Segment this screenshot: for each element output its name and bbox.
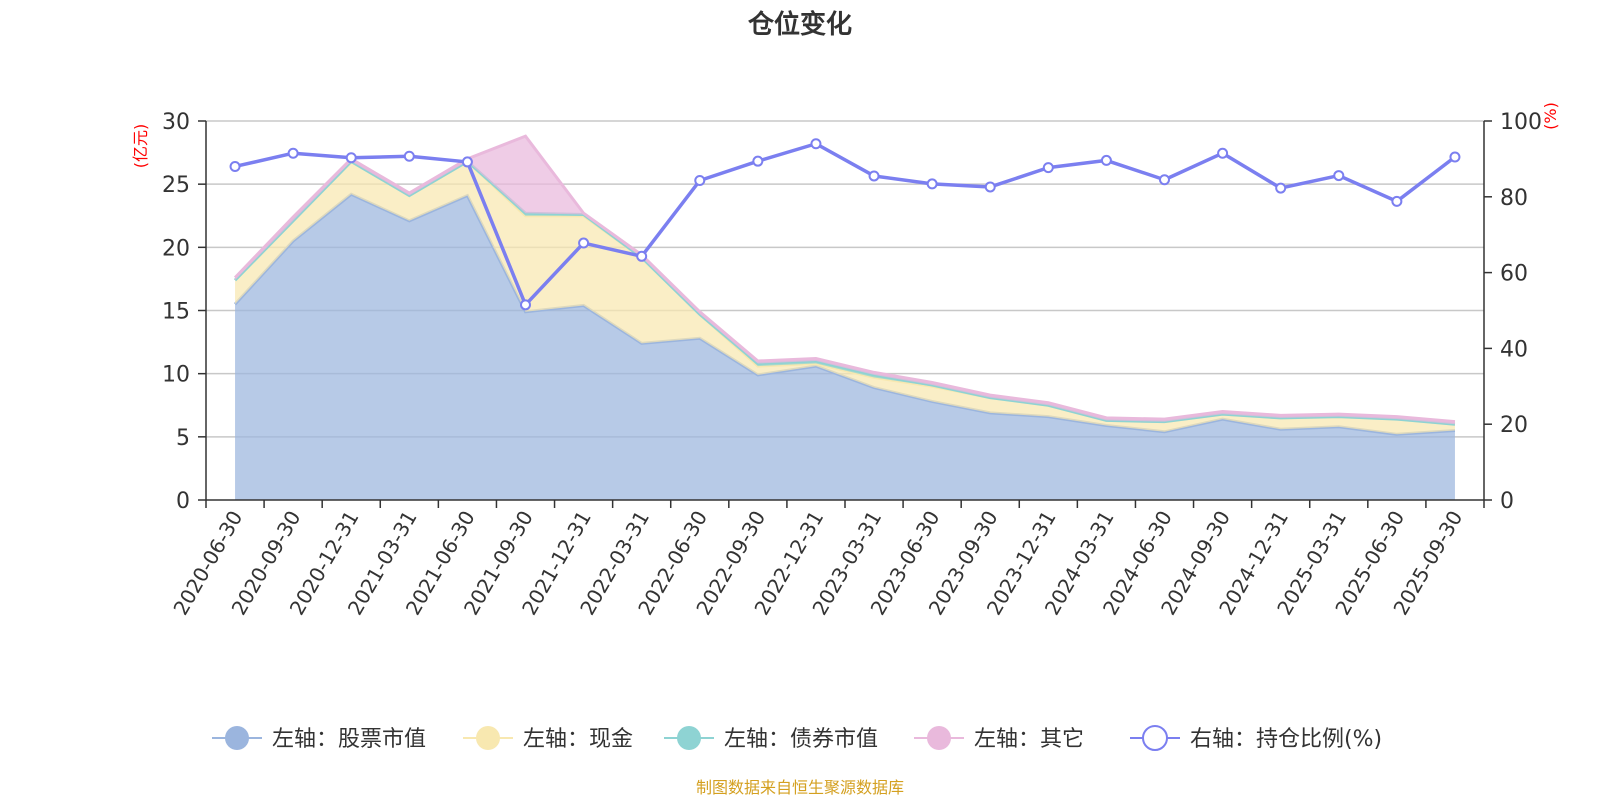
legend-marker <box>225 726 249 750</box>
holding-ratio-point[interactable] <box>287 147 299 159</box>
left-tick-label: 5 <box>176 426 190 451</box>
legend-label: 左轴：现金 <box>523 727 633 752</box>
legend-item[interactable]: 左轴：股票市值 <box>212 726 426 752</box>
right-tick-label: 100 <box>1500 110 1542 135</box>
left-axis-unit: (亿元) <box>131 124 150 169</box>
left-tick-label: 30 <box>162 110 190 135</box>
right-tick-label: 60 <box>1500 262 1528 287</box>
holding-ratio-point[interactable] <box>578 237 590 249</box>
holding-ratio-point[interactable] <box>461 156 473 168</box>
legend-marker <box>677 726 701 750</box>
area-左轴：其它 <box>235 136 1455 425</box>
area-左轴：现金 <box>235 161 1455 435</box>
area-edge-左轴：股票市值 <box>233 192 1456 436</box>
legend-item[interactable]: 左轴：债券市值 <box>664 726 878 752</box>
holding-ratio-point[interactable] <box>1100 154 1112 166</box>
legend-item[interactable]: 右轴：持仓比例(%) <box>1130 725 1382 752</box>
left-tick-label: 15 <box>162 300 190 325</box>
area-左轴：股票市值 <box>235 194 1455 501</box>
legend-item[interactable]: 左轴：现金 <box>463 726 633 752</box>
stacked-areas <box>233 134 1456 501</box>
holding-ratio-point[interactable] <box>810 138 822 150</box>
legend-label: 左轴：股票市值 <box>272 727 426 752</box>
left-tick-label: 20 <box>162 236 190 261</box>
area-edge-左轴：其它 <box>233 134 1456 424</box>
left-tick-label: 0 <box>176 489 190 514</box>
chart-title: 仓位变化 <box>747 9 852 40</box>
legend-marker <box>476 726 500 750</box>
right-axis-unit: (%) <box>1541 102 1560 130</box>
holding-ratio-point[interactable] <box>636 250 648 262</box>
holding-ratio-line <box>229 138 1461 311</box>
left-tick-label: 10 <box>162 363 190 388</box>
holding-ratio-point[interactable] <box>1391 195 1403 207</box>
right-tick-label: 0 <box>1500 489 1514 514</box>
left-tick-label: 25 <box>162 173 190 198</box>
legend-marker <box>927 726 951 750</box>
holding-ratio-point[interactable] <box>984 181 996 193</box>
right-tick-label: 80 <box>1500 186 1528 211</box>
holding-ratio-point[interactable] <box>926 178 938 190</box>
holding-ratio-point[interactable] <box>345 152 357 164</box>
holding-ratio-point[interactable] <box>868 170 880 182</box>
legend-label: 左轴：其它 <box>974 727 1084 752</box>
holding-ratio-point[interactable] <box>520 299 531 311</box>
holding-ratio-point[interactable] <box>1449 151 1461 163</box>
legend[interactable]: 左轴：股票市值 左轴：现金 左轴：债券市值 左轴：其它 右轴：持仓比例(%) <box>212 725 1382 752</box>
holding-ratio-point[interactable] <box>1217 147 1229 159</box>
holding-ratio-point[interactable] <box>1275 182 1287 194</box>
legend-label: 左轴：债券市值 <box>724 727 878 752</box>
holding-ratio-point[interactable] <box>229 160 241 172</box>
legend-item[interactable]: 左轴：其它 <box>914 726 1084 752</box>
holding-ratio-point[interactable] <box>403 150 415 162</box>
holding-ratio-point[interactable] <box>752 155 764 167</box>
holding-ratio-point[interactable] <box>1333 170 1345 182</box>
holding-ratio-point[interactable] <box>1159 174 1170 186</box>
legend-label: 右轴：持仓比例(%) <box>1190 727 1382 752</box>
data-source-note: 制图数据来自恒生聚源数据库 <box>696 778 904 797</box>
holding-ratio-polyline <box>234 141 1457 307</box>
holding-ratio-point[interactable] <box>1042 162 1054 174</box>
legend-marker <box>1142 725 1168 751</box>
holding-ratio-point[interactable] <box>694 175 706 187</box>
right-tick-label: 20 <box>1500 413 1528 438</box>
right-tick-label: 40 <box>1500 337 1528 362</box>
